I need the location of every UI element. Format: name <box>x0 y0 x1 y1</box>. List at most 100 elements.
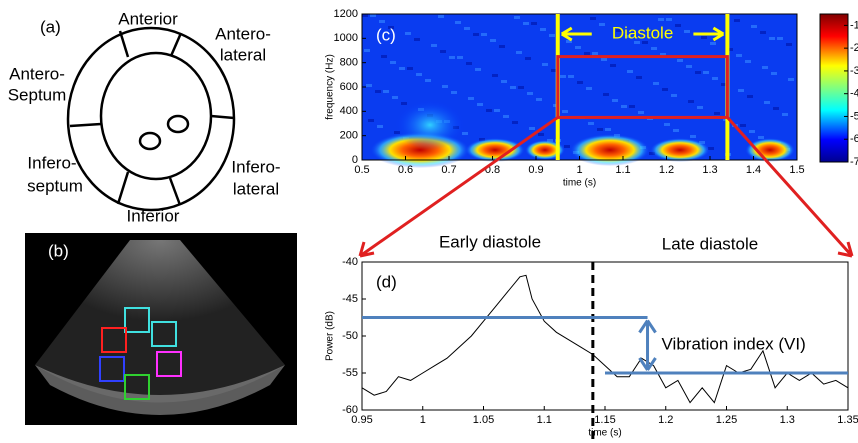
spectrogram-speck <box>364 49 370 52</box>
spectrogram-speck <box>788 78 794 81</box>
spectrogram-speck <box>368 119 374 122</box>
spectrogram-speck <box>416 73 422 76</box>
spectrogram-speck <box>666 18 672 21</box>
spectrogram-speck <box>769 37 775 40</box>
spectrogram-speck <box>749 130 755 133</box>
power-line <box>361 274 849 404</box>
panel-label: (b) <box>48 241 69 260</box>
spectrogram-speck <box>601 58 607 61</box>
spectrogram-speck <box>634 41 640 44</box>
spectrogram-speck <box>438 15 444 18</box>
spectrogram-speck <box>549 34 555 37</box>
spectrogram-blob <box>525 140 565 160</box>
spectrogram-speck <box>529 127 535 130</box>
x-tick-label: 1 <box>420 414 426 426</box>
spectrogram-speck <box>407 67 413 70</box>
x-tick-label: 0.9 <box>528 164 543 176</box>
spectrogram-speck <box>592 52 598 55</box>
spectrogram-speck <box>375 90 381 93</box>
spectrogram-speck <box>457 56 463 59</box>
colorbar-tick-label: -60 <box>850 133 858 145</box>
spectrogram-speck <box>440 50 446 53</box>
spectrogram-speck <box>782 113 788 116</box>
zoom-arrow <box>358 116 854 258</box>
spectrogram-speck <box>501 80 507 83</box>
segment-label: Anterior <box>118 9 178 28</box>
spectrogram-speck <box>653 82 659 85</box>
spectrogram-blob <box>570 134 650 166</box>
spectrogram-speck <box>658 18 664 21</box>
spectrogram-speck <box>401 102 407 105</box>
panel-label: (c) <box>376 25 396 44</box>
x-tick-label: 1 <box>576 164 582 176</box>
spectrogram-speck <box>481 33 487 36</box>
spectrogram-speck <box>362 14 368 17</box>
spectrogram-speck <box>512 121 518 124</box>
segment-diagram <box>66 26 236 212</box>
spectrogram-speck <box>636 76 642 79</box>
vi-arrow <box>638 319 657 371</box>
spectrogram-speck <box>771 72 777 75</box>
spectrogram-speck <box>627 70 633 73</box>
spectrogram-speck <box>695 71 701 74</box>
spectrogram-speck <box>425 79 431 82</box>
colorbar-tick-label: -10 <box>850 19 858 31</box>
y-tick-label: -40 <box>342 256 358 268</box>
y-tick-label: -45 <box>342 293 358 305</box>
spectrogram-speck <box>462 132 468 135</box>
spectrogram-blob <box>395 100 465 150</box>
spectrogram-speck <box>564 145 570 148</box>
y-tick-label: 800 <box>340 57 358 69</box>
spectrogram-speck <box>651 47 657 50</box>
spectrogram-speck <box>414 38 420 41</box>
spectrogram-speck <box>466 62 472 65</box>
spectrogram-speck <box>383 90 389 93</box>
spectrogram-speck <box>740 124 746 127</box>
colorbar-tick-label: -20 <box>850 42 858 54</box>
spectrogram-speck <box>377 125 383 128</box>
spectrogram-speck <box>590 17 596 20</box>
spectrogram-speck <box>405 32 411 35</box>
spectrogram-speck <box>642 41 648 44</box>
y-tick-label: 1200 <box>334 8 358 20</box>
spectrogram-speck <box>629 105 635 108</box>
spectrogram-speck <box>531 22 537 25</box>
y-tick-label: -55 <box>342 367 358 379</box>
segment-label: septum <box>27 176 83 195</box>
spectrogram-speck <box>451 91 457 94</box>
zoom-box <box>556 55 729 119</box>
spectrogram-blob <box>465 138 525 162</box>
segment-label: Antero- <box>9 64 65 83</box>
vi-label: Vibration index (VI) <box>662 335 806 354</box>
spectrogram-speck <box>475 68 481 71</box>
spectrogram-speck <box>366 84 372 87</box>
spectrogram-speck <box>738 89 744 92</box>
spectrogram-speck <box>390 61 396 64</box>
spectrogram-speck <box>736 54 742 57</box>
spectrogram-speck <box>764 101 770 104</box>
spectrogram-speck <box>388 26 394 29</box>
spectrogram-speck <box>525 57 531 60</box>
spectrogram-texture <box>362 14 795 168</box>
spectrogram-speck <box>760 31 766 34</box>
spectrogram-speck <box>777 37 783 40</box>
spectrogram-speck <box>773 107 779 110</box>
spectrogram-speck <box>577 81 583 84</box>
colorbar-tick-label: -30 <box>850 65 858 77</box>
y-tick-label: 200 <box>340 130 358 142</box>
spectrogram-blob <box>650 138 710 162</box>
y-tick-label: 1000 <box>334 32 358 44</box>
spectrogram-speck <box>610 64 616 67</box>
segment-label: Septum <box>8 85 67 104</box>
spectrogram-speck <box>762 66 768 69</box>
segment-label: lateral <box>220 45 266 64</box>
spectrogram-speck <box>562 110 568 113</box>
x-tick-label: 1.3 <box>780 414 795 426</box>
spectrogram-speck <box>599 23 605 26</box>
spectrogram-speck <box>586 87 592 90</box>
spectrogram-speck <box>697 106 703 109</box>
spectrogram-speck <box>660 53 666 56</box>
segment-label: Infero- <box>231 157 280 176</box>
x-tick-label: 1.2 <box>659 164 674 176</box>
spectrogram-speck <box>745 60 751 63</box>
